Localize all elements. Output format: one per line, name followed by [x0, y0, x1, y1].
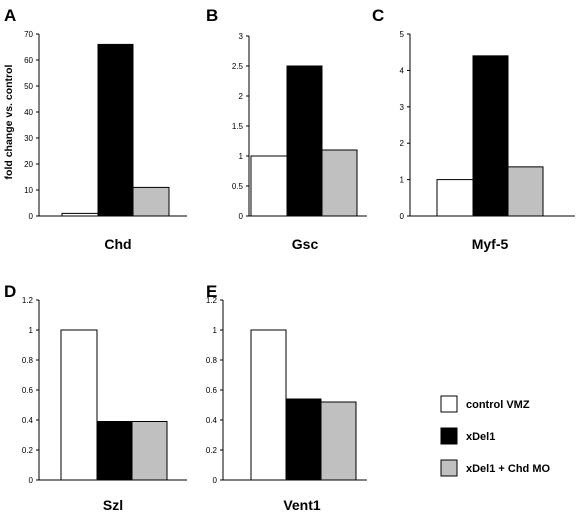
- panel-d: D 0 0.2 0.4 0.6 0.8 1 1.2 Szl: [4, 282, 187, 513]
- y-tick-label: 0: [239, 212, 244, 221]
- panel-c: C 0 1 2 3 4 5 Myf-5: [372, 6, 575, 252]
- panel-a: A 0 10 20 30 40 50 60 70 Chd: [4, 6, 187, 252]
- legend-control-vmz: control VMZ: [440, 395, 530, 413]
- bar-control-vmz: [250, 329, 287, 481]
- panel-e: E 0 0.2 0.4 0.6 0.8 1 1.2 Vent1: [206, 282, 367, 513]
- gene-label: Vent1: [283, 497, 321, 513]
- bar-xdel1-chd-mo: [507, 166, 544, 217]
- panel-letter-e: E: [206, 282, 217, 301]
- y-tick-label: 2: [400, 139, 405, 148]
- y-tick-label: 1: [213, 326, 218, 335]
- y-tick-label: 0.4: [206, 416, 218, 425]
- y-tick-label: 0.6: [22, 386, 34, 395]
- y-tick-label: 10: [24, 186, 33, 195]
- bar-control-vmz: [436, 179, 474, 217]
- y-tick-label: 30: [24, 134, 33, 143]
- y-tick-label: 0: [29, 476, 34, 485]
- y-tick-label: 0.8: [206, 356, 218, 365]
- legend-swatch: [440, 427, 458, 445]
- legend-xdel1: xDel1: [440, 427, 495, 445]
- bar-xdel1: [286, 65, 323, 217]
- bar-xdel1: [96, 421, 133, 481]
- bar-xdel1-chd-mo: [320, 401, 357, 481]
- bar-xdel1: [285, 398, 322, 481]
- y-tick-label: 3: [400, 103, 405, 112]
- y-tick-label: 0: [400, 212, 405, 221]
- gene-label: Myf-5: [472, 236, 509, 252]
- bar-control-vmz: [250, 155, 288, 217]
- y-tick-label: 40: [24, 108, 33, 117]
- gene-label: Chd: [104, 236, 131, 252]
- y-tick-label: 20: [24, 160, 33, 169]
- y-tick-label: 1: [239, 152, 244, 161]
- y-tick-label: 0: [213, 476, 218, 485]
- bar-control-vmz: [60, 329, 98, 481]
- y-tick-label: 1: [29, 326, 34, 335]
- legend-label: control VMZ: [466, 399, 530, 411]
- y-tick-label: 60: [24, 56, 33, 65]
- y-tick-label: 0.2: [206, 446, 218, 455]
- y-tick-label: 0.5: [232, 182, 244, 191]
- y-tick-label: 70: [24, 30, 33, 39]
- legend-label: xDel1 + Chd MO: [466, 463, 550, 475]
- y-tick-label: 2.5: [232, 62, 244, 71]
- y-tick-label: 4: [400, 66, 405, 75]
- y-tick-label: 1.2: [22, 296, 34, 305]
- bar-xdel1-chd-mo: [132, 186, 170, 217]
- gene-label: Szl: [103, 497, 123, 513]
- legend-swatch: [440, 459, 458, 477]
- bar-xdel1: [97, 43, 134, 217]
- y-tick-label: 3: [239, 32, 244, 41]
- panels: A010203040506070ChdB00.511.522.53GscC012…: [4, 6, 575, 513]
- bar-control-vmz: [61, 212, 99, 217]
- y-axis-label: fold change vs. control: [3, 64, 15, 179]
- legend-label: xDel1: [466, 431, 495, 443]
- y-tick-label: 0.2: [22, 446, 34, 455]
- bar-xdel1-chd-mo: [321, 149, 358, 217]
- legend: control VMZ xDel1 xDel1 + Chd MO: [440, 395, 550, 477]
- y-tick-label: 1.5: [232, 122, 244, 131]
- panel-letter-b: B: [206, 6, 218, 25]
- bar-xdel1-chd-mo: [131, 421, 168, 481]
- y-tick-label: 0: [29, 212, 34, 221]
- panel-b: B 0 0.5 1 1.5 2 2.5 3 Gsc: [206, 6, 367, 252]
- y-tick-label: 50: [24, 82, 33, 91]
- bar-xdel1: [472, 55, 509, 217]
- panel-letter-d: D: [4, 282, 16, 301]
- y-tick-label: 2: [239, 92, 244, 101]
- y-tick-label: 0.4: [22, 416, 34, 425]
- y-tick-label: 0.6: [206, 386, 218, 395]
- y-tick-label: 0.8: [22, 356, 34, 365]
- y-tick-label: 1.2: [206, 296, 218, 305]
- panel-letter-c: C: [372, 6, 384, 25]
- y-tick-label: 1: [400, 176, 405, 185]
- y-tick-label: 5: [400, 30, 405, 39]
- gene-label: Gsc: [292, 236, 319, 252]
- legend-xdel1-chd-mo: xDel1 + Chd MO: [440, 459, 550, 477]
- panel-letter-a: A: [4, 6, 16, 25]
- legend-swatch: [440, 395, 458, 413]
